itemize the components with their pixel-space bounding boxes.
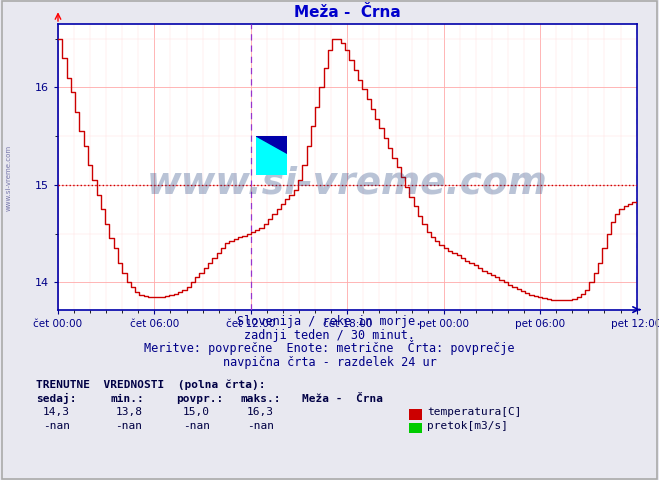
Text: sedaj:: sedaj: xyxy=(36,393,76,404)
Text: Meritve: povprečne  Enote: metrične  Črta: povprečje: Meritve: povprečne Enote: metrične Črta:… xyxy=(144,340,515,355)
Text: -nan: -nan xyxy=(247,420,274,431)
Text: 13,8: 13,8 xyxy=(115,407,142,417)
Text: 16,3: 16,3 xyxy=(247,407,274,417)
Text: Slovenija / reke in morje.: Slovenija / reke in morje. xyxy=(237,315,422,328)
Polygon shape xyxy=(256,136,287,154)
Text: -nan: -nan xyxy=(183,420,210,431)
Title: Meža -  Črna: Meža - Črna xyxy=(294,5,401,20)
Text: zadnji teden / 30 minut.: zadnji teden / 30 minut. xyxy=(244,329,415,342)
Polygon shape xyxy=(256,136,287,175)
Text: TRENUTNE  VREDNOSTI  (polna črta):: TRENUTNE VREDNOSTI (polna črta): xyxy=(36,379,266,390)
Text: www.si-vreme.com: www.si-vreme.com xyxy=(5,144,12,211)
Text: -nan: -nan xyxy=(115,420,142,431)
Text: -nan: -nan xyxy=(43,420,70,431)
Text: navpična črta - razdelek 24 ur: navpična črta - razdelek 24 ur xyxy=(223,356,436,369)
Text: pretok[m3/s]: pretok[m3/s] xyxy=(427,420,508,431)
Text: Meža -  Črna: Meža - Črna xyxy=(302,394,383,404)
Text: temperatura[C]: temperatura[C] xyxy=(427,407,521,417)
Text: www.si-vreme.com: www.si-vreme.com xyxy=(147,166,548,202)
Text: min.:: min.: xyxy=(111,394,144,404)
Text: 14,3: 14,3 xyxy=(43,407,70,417)
Text: maks.:: maks.: xyxy=(241,394,281,404)
Text: povpr.:: povpr.: xyxy=(177,394,224,404)
Text: 15,0: 15,0 xyxy=(183,407,210,417)
